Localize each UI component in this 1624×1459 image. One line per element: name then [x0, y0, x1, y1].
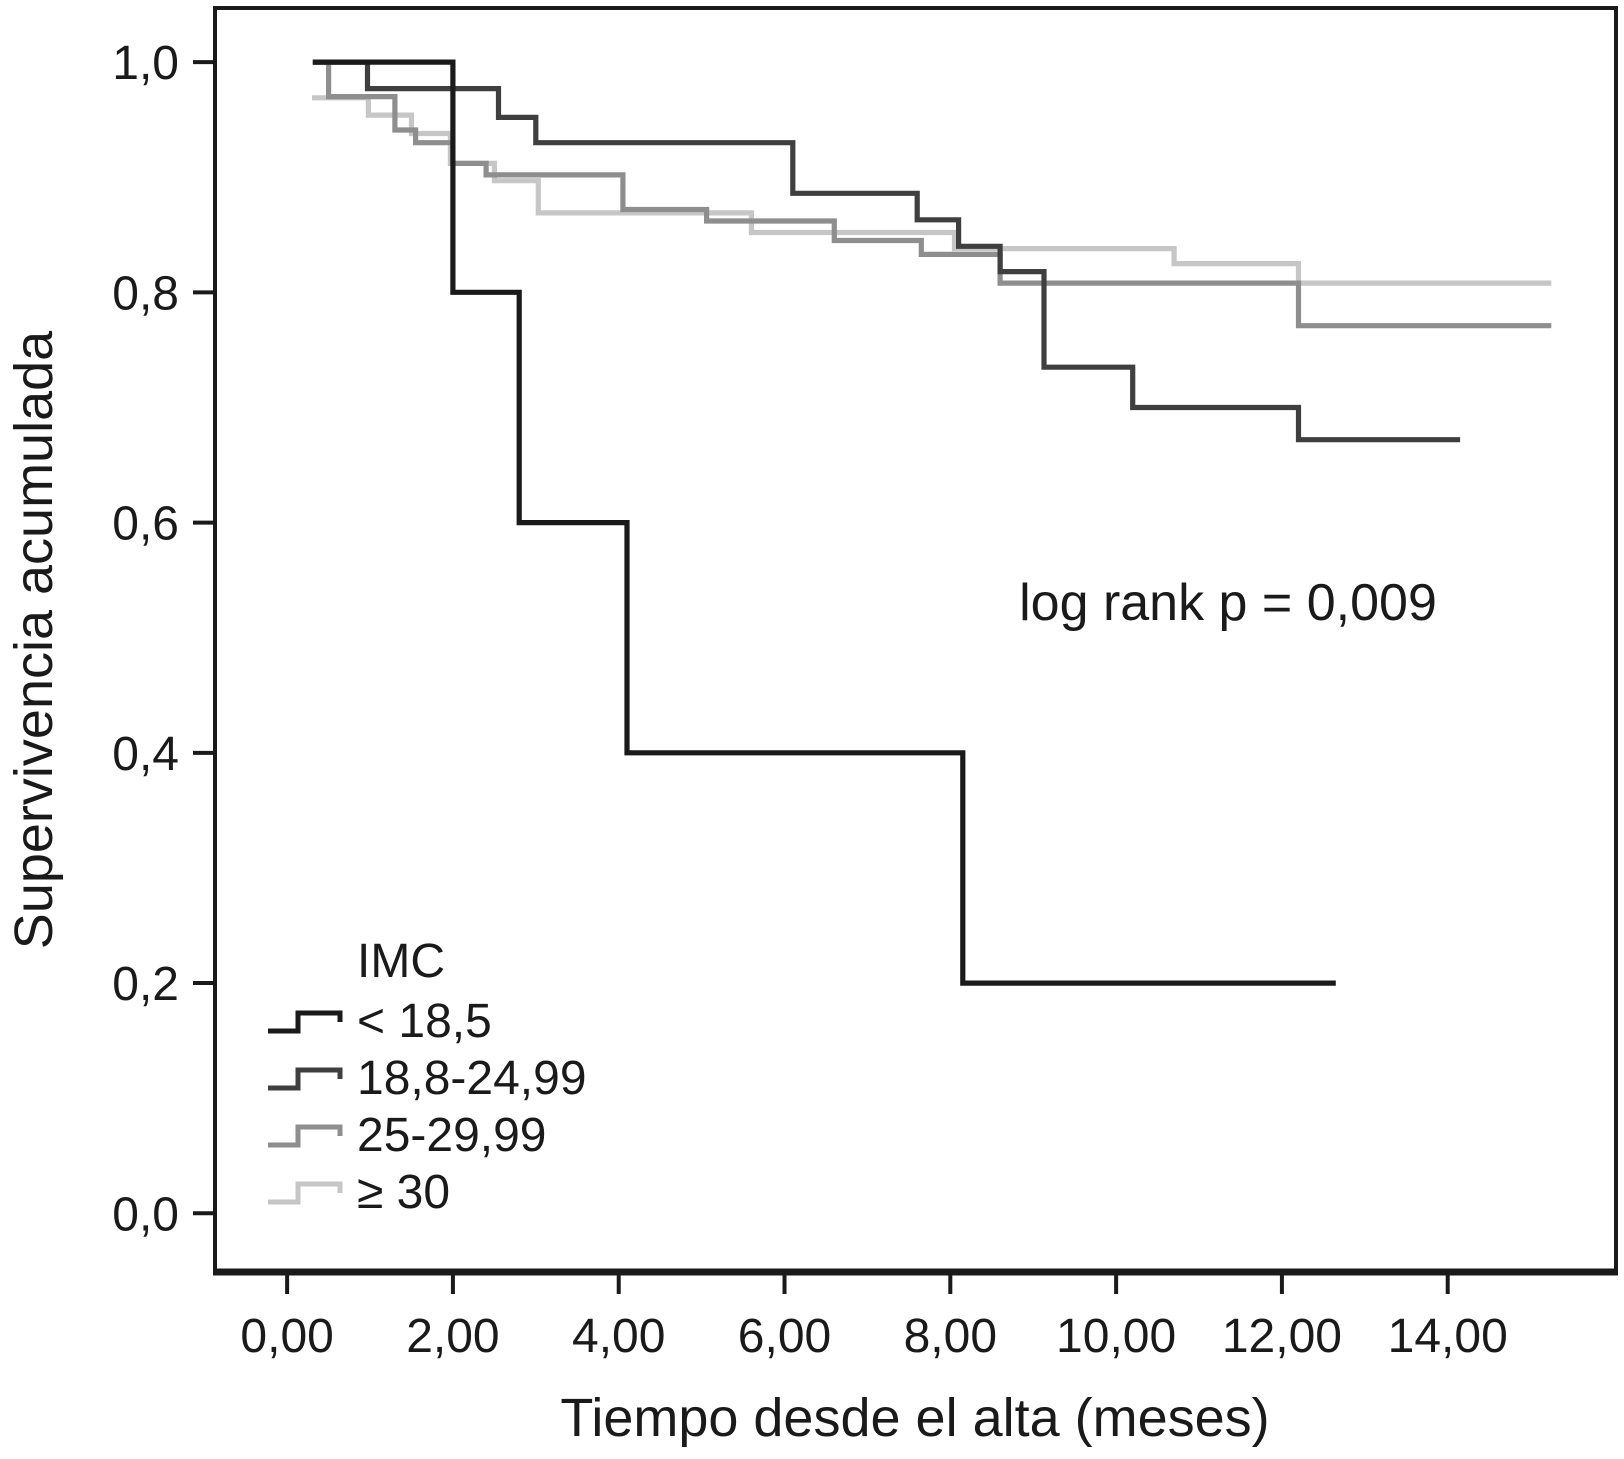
x-tick-label: 14,00 [1388, 1310, 1508, 1363]
legend-item: ≥ 30 [268, 1166, 450, 1219]
y-tick-label: 0,4 [112, 728, 179, 781]
y-tick-label: 0,8 [112, 267, 179, 320]
y-tick-label: 0,6 [112, 498, 179, 551]
y-tick-label: 0,0 [112, 1188, 179, 1241]
x-tick-label: 12,00 [1222, 1310, 1342, 1363]
legend-item: < 18,5 [268, 995, 492, 1048]
km-curve--18-5 [312, 59, 1336, 986]
x-tick-label: 0,00 [240, 1310, 333, 1363]
x-tick-label: 10,00 [1056, 1310, 1176, 1363]
km-curve-25-29-99 [324, 59, 1552, 329]
legend-line-sample [268, 1067, 343, 1091]
x-tick-label: 8,00 [904, 1310, 997, 1363]
y-tick-label: 1,0 [112, 37, 179, 90]
legend-item-label: 25-29,99 [357, 1109, 547, 1162]
legend-item: 25-29,99 [268, 1109, 547, 1162]
legend-item-label: ≥ 30 [357, 1166, 450, 1219]
km-curves [312, 59, 1552, 986]
legend-title: IMC [357, 935, 445, 988]
km-curve-18-8-24-99 [312, 59, 1461, 443]
legend-item-label: < 18,5 [357, 995, 492, 1048]
km-curve--30 [312, 95, 1552, 286]
y-axis-label: Supervivencia acumulada [4, 330, 64, 949]
legend-line-sample [268, 1010, 343, 1034]
legend-line-sample [268, 1181, 343, 1205]
x-tick-label: 6,00 [738, 1310, 831, 1363]
x-tick-label: 4,00 [572, 1310, 665, 1363]
legend-item-label: 18,8-24,99 [357, 1052, 587, 1105]
x-axis-label: Tiempo desde el alta (meses) [560, 1388, 1269, 1448]
x-axis-ticks: 0,00 2,00 4,00 6,00 8,00 10,00 12,00 14,00 [240, 1272, 1508, 1363]
y-tick-label: 0,2 [112, 958, 179, 1011]
legend-item: 18,8-24,99 [268, 1052, 587, 1105]
legend-line-sample [268, 1124, 343, 1148]
y-axis-ticks: 0,0 0,2 0,4 0,6 0,8 1,0 [112, 37, 215, 1241]
x-tick-label: 2,00 [406, 1310, 499, 1363]
log-rank-annotation: log rank p = 0,009 [1019, 574, 1437, 632]
